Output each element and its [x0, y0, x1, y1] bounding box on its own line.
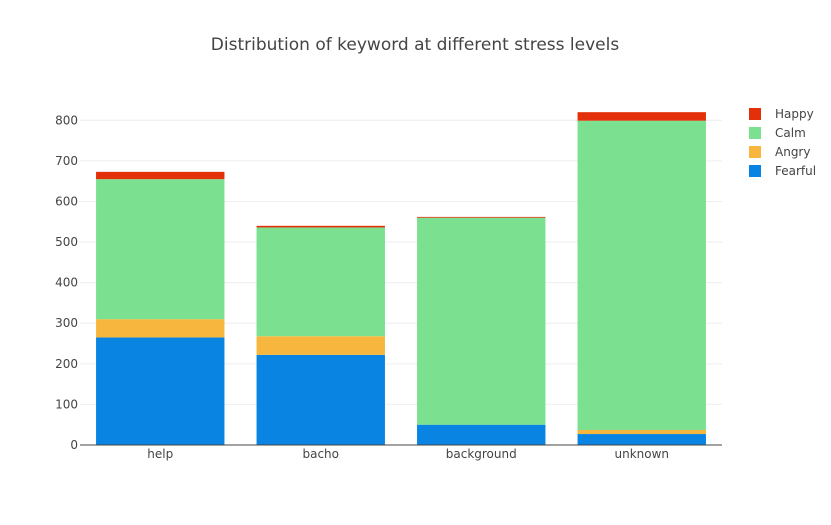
y-tick-label: 800	[55, 113, 78, 127]
legend-item-calm[interactable]: Calm	[749, 126, 806, 140]
bar-segment-angry[interactable]	[577, 429, 706, 435]
y-tick-label: 400	[55, 276, 78, 290]
bar-segment-happy[interactable]	[577, 112, 706, 121]
y-tick-label: 500	[55, 235, 78, 249]
chart-title: Distribution of keyword at different str…	[211, 35, 620, 55]
bar-segment-calm[interactable]	[417, 217, 546, 425]
axes: 0 100 200 300 400 500 600 700 800 help bacho backgr…	[55, 113, 722, 461]
x-tick-label: unknown	[614, 447, 669, 461]
legend-item-happy[interactable]: Happy	[749, 107, 814, 121]
y-tick-label: 700	[55, 154, 78, 168]
bar-segment-fearful[interactable]	[577, 434, 706, 445]
bar-segment-angry[interactable]	[96, 319, 225, 338]
bar-segment-fearful[interactable]	[417, 424, 546, 445]
legend[interactable]: Happy Calm Angry Fearful	[749, 107, 816, 178]
legend-item-angry[interactable]: Angry	[749, 145, 810, 159]
legend-swatch	[749, 108, 761, 120]
legend-swatch	[749, 146, 761, 158]
x-tick-label: background	[446, 447, 517, 461]
bar-segment-fearful[interactable]	[96, 337, 225, 445]
y-tick-label: 300	[55, 316, 78, 330]
bar-segment-happy[interactable]	[417, 216, 546, 218]
x-tick-label: bacho	[302, 447, 339, 461]
legend-item-fearful[interactable]: Fearful	[749, 164, 816, 178]
y-tick-label: 600	[55, 194, 78, 208]
bar-segment-fearful[interactable]	[256, 354, 385, 445]
bars	[96, 112, 706, 445]
x-tick-label: help	[147, 447, 173, 461]
legend-label: Angry	[775, 145, 810, 159]
legend-label: Happy	[775, 107, 814, 121]
bar-segment-happy[interactable]	[96, 171, 225, 180]
y-tick-label: 200	[55, 357, 78, 371]
legend-swatch	[749, 165, 761, 177]
legend-label: Calm	[775, 126, 806, 140]
bar-segment-calm[interactable]	[577, 120, 706, 430]
legend-swatch	[749, 127, 761, 139]
bar-segment-calm[interactable]	[96, 179, 225, 320]
bar-segment-angry[interactable]	[256, 336, 385, 355]
y-tick-label: 0	[70, 438, 78, 452]
y-tick-label: 100	[55, 397, 78, 411]
bar-segment-happy[interactable]	[256, 225, 385, 228]
bar-segment-calm[interactable]	[256, 227, 385, 337]
legend-label: Fearful	[775, 164, 816, 178]
